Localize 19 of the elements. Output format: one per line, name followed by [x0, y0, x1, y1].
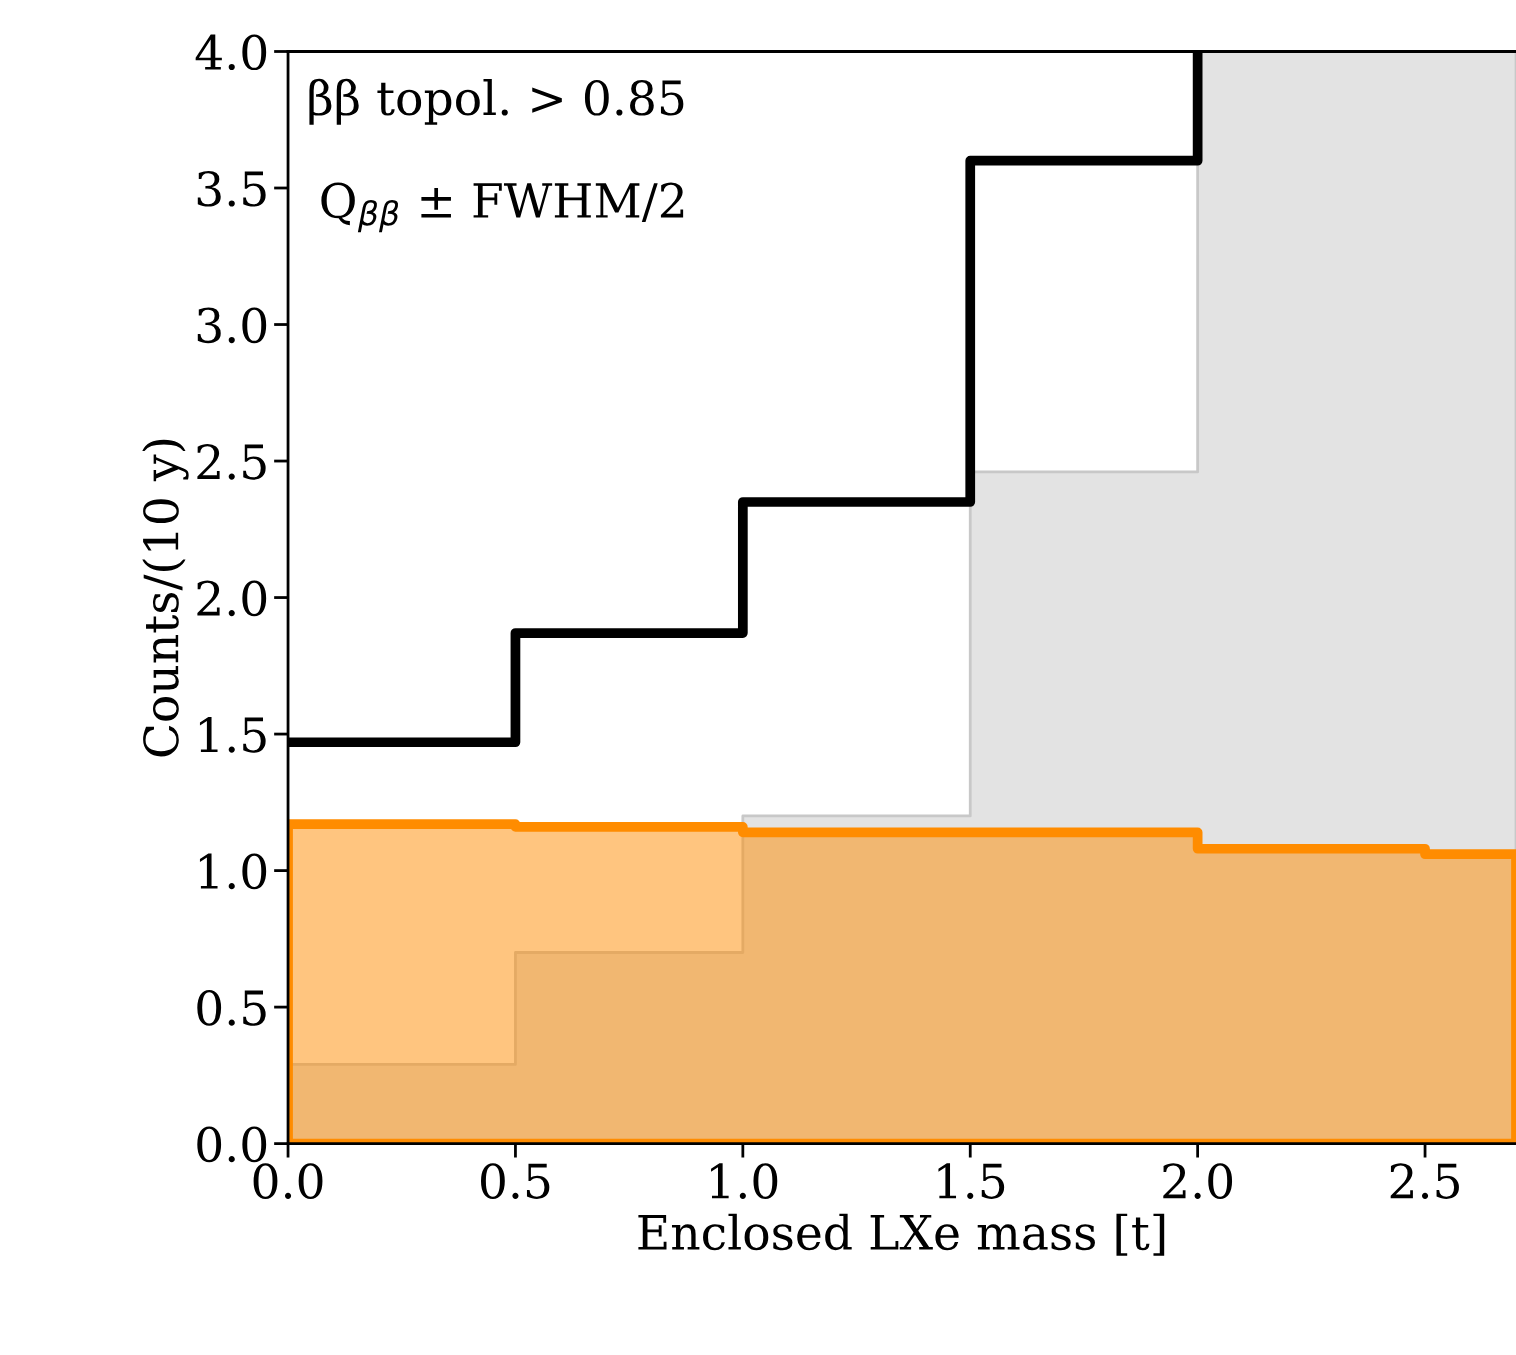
- y-tick-label: 0.5: [197, 990, 266, 1026]
- y-tick-label: 2.5: [197, 443, 266, 480]
- y-tick-label: 3.0: [197, 307, 267, 344]
- y-tick-label: 1.0: [199, 853, 267, 890]
- x-tick-label: 2.0: [1163, 1163, 1233, 1199]
- annotation: ββ topol. > 0.85: [309, 78, 684, 125]
- y-tick-label: 4.0: [195, 34, 267, 71]
- x-tick-label: 0.0: [253, 1163, 323, 1199]
- y-tick-label: 0.0: [197, 1126, 267, 1163]
- x-tick-label: 2.5: [1390, 1163, 1459, 1199]
- x-axis-title: Enclosed LXe mass [t]: [638, 1213, 1165, 1256]
- x-tick-label: 0.5: [481, 1163, 550, 1199]
- y-tick-label: 1.5: [199, 716, 266, 753]
- x-tick-label: 1.5: [938, 1163, 1005, 1199]
- annotation: Q$_{ββ}$ ± FWHM/2: [321, 182, 684, 233]
- y-tick-label: 3.5: [197, 170, 266, 207]
- y-tick-label: 2.0: [197, 580, 267, 617]
- y-axis-title: Counts/(10 y): [142, 439, 189, 757]
- x-tick-label: 1.0: [711, 1163, 778, 1199]
